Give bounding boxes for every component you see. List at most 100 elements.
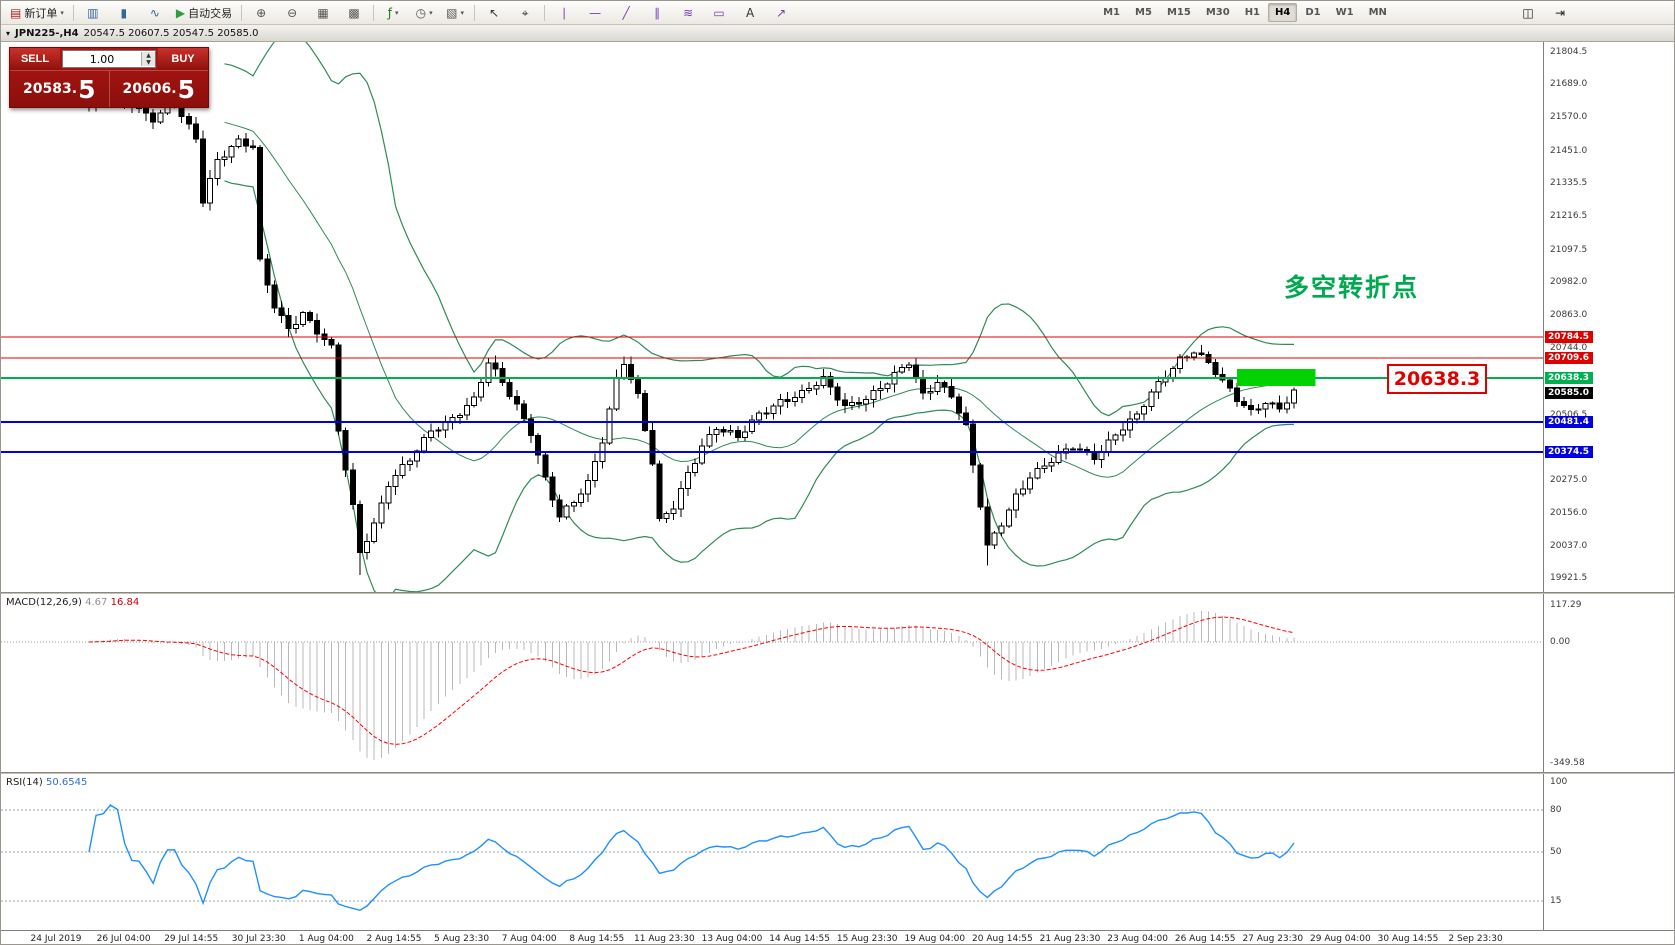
sell-price[interactable]: 20583. 5 bbox=[10, 71, 110, 107]
current-price-tag: 20585.0 bbox=[1545, 386, 1593, 400]
cursor-button-icon: ↖ bbox=[489, 5, 500, 20]
level-price-tag: 20374.5 bbox=[1545, 445, 1593, 459]
rsi-axis-label: 100 bbox=[1550, 777, 1568, 787]
timeframe-h4-button[interactable]: H4 bbox=[1268, 3, 1298, 22]
indicators-button-icon: ƒ bbox=[387, 5, 392, 20]
timeframe-d1-button[interactable]: D1 bbox=[1305, 7, 1321, 18]
zoom-in-button[interactable]: ⊕ bbox=[246, 2, 276, 24]
timeframe-m5-button[interactable]: M5 bbox=[1135, 7, 1152, 18]
shapes-button-icon: ▭ bbox=[713, 5, 725, 20]
chart-shift-button-icon: ◫ bbox=[1522, 5, 1534, 20]
new-order-button-label: 新订单 bbox=[24, 6, 58, 20]
vertical-line-button[interactable]: ∣ bbox=[549, 2, 579, 24]
new-order-button[interactable]: ▤ 新订单 ▾ bbox=[5, 2, 69, 24]
autotrading-button-icon: ▶ bbox=[175, 5, 186, 20]
level-price-tag: 20709.6 bbox=[1545, 352, 1593, 365]
rsi-panel[interactable]: RSI(14) 50.6545 100 80 50 15 bbox=[1, 774, 1674, 930]
shapes-button[interactable]: ▭ bbox=[704, 2, 734, 24]
autotrading-button[interactable]: ▶ 自动交易 bbox=[171, 2, 237, 24]
timeframe-m30-button[interactable]: M30 bbox=[1205, 7, 1230, 18]
macd-axis-label: 0.00 bbox=[1550, 637, 1571, 647]
timeframe-m15-button[interactable]: M15 bbox=[1166, 7, 1191, 18]
time-axis-label: 24 Jul 2019 bbox=[30, 934, 82, 944]
timeframe-m1-button[interactable]: M1 bbox=[1103, 7, 1121, 18]
toolbar-separator bbox=[544, 4, 546, 21]
cursor-button[interactable]: ↖ bbox=[479, 2, 509, 24]
crosshair-button[interactable]: ⌖ bbox=[510, 2, 540, 24]
chart-bars-icon-button[interactable]: ▥ bbox=[78, 2, 108, 24]
macd-main-value: 4.67 bbox=[85, 597, 108, 608]
price-chart-canvas[interactable] bbox=[1, 42, 1546, 592]
channel-button-icon: ∥ bbox=[654, 5, 661, 20]
chart-candles-icon-button-icon: ▮ bbox=[120, 5, 128, 20]
volume-down-button[interactable]: ▼ bbox=[142, 59, 155, 66]
chart-symbol-period: JPN225-,H4 bbox=[15, 27, 79, 39]
macd-axis-label: -349.58 bbox=[1550, 758, 1585, 768]
time-axis[interactable]: 24 Jul 2019 26 Jul 04:00 29 Jul 14:55 30 Ju… bbox=[1, 930, 1674, 944]
chart-candles-icon-button[interactable]: ▮ bbox=[109, 2, 139, 24]
price-axis[interactable]: 21804.5 21689.0 21570.0 21451.0 21335.5 21216… bbox=[1543, 42, 1674, 592]
timeframe-h1-button[interactable]: H1 bbox=[1244, 7, 1261, 18]
fibonacci-button[interactable]: ≋ bbox=[673, 2, 703, 24]
rsi-value: 50.6545 bbox=[45, 777, 88, 788]
toolbar-separator bbox=[241, 4, 243, 21]
toolbar-separator bbox=[474, 4, 476, 21]
macd-canvas[interactable] bbox=[1, 594, 1546, 772]
auto-scroll-button[interactable]: ⇥ bbox=[1545, 2, 1575, 24]
chart-shift-button[interactable]: ◫ bbox=[1513, 2, 1543, 24]
price-axis-label: 20156.0 bbox=[1550, 507, 1588, 518]
time-axis-label: 2 Aug 14:55 bbox=[366, 934, 422, 944]
time-axis-label: 15 Aug 23:30 bbox=[836, 934, 898, 944]
auto-scroll-button-icon: ⇥ bbox=[1554, 5, 1566, 20]
text-button[interactable]: A bbox=[735, 2, 765, 24]
indicators-button[interactable]: ƒ ▾ bbox=[378, 2, 408, 24]
time-axis-label: 2 Sep 23:30 bbox=[1448, 934, 1503, 944]
rsi-axis[interactable]: 100 80 50 15 bbox=[1543, 774, 1674, 930]
dropdown-caret-icon: ▾ bbox=[394, 8, 399, 17]
chart-menu-icon[interactable]: ▾ bbox=[6, 28, 11, 38]
periods-button[interactable]: ◷ ▾ bbox=[409, 2, 439, 24]
timeframe-w1-button[interactable]: W1 bbox=[1335, 7, 1354, 18]
zoom-out-button[interactable]: ⊖ bbox=[277, 2, 307, 24]
chart-window-titlebar[interactable]: ▾ JPN225-,H4 20547.5 20607.5 20547.5 205… bbox=[1, 25, 1674, 42]
price-axis-label: 21451.0 bbox=[1550, 145, 1588, 156]
templates-button[interactable]: ▧ ▾ bbox=[440, 2, 470, 24]
horizontal-line-button-icon: — bbox=[589, 5, 602, 20]
time-axis-label: 27 Aug 23:30 bbox=[1242, 934, 1304, 944]
price-axis-label: 21335.5 bbox=[1550, 178, 1588, 189]
autotrading-button-label: 自动交易 bbox=[188, 6, 233, 20]
chart-line-icon-button[interactable]: ∿ bbox=[140, 2, 170, 24]
sell-price-base: 20583. bbox=[23, 81, 78, 97]
rsi-axis-label: 50 bbox=[1550, 847, 1562, 857]
time-axis-label: 29 Jul 14:55 bbox=[164, 934, 219, 944]
price-chart-panel[interactable]: SELL ▲ ▼ BUY 20583. 5 20606. 5 bbox=[1, 42, 1674, 592]
rsi-name: RSI(14) bbox=[6, 777, 43, 788]
trendline-button[interactable]: ╱ bbox=[611, 2, 641, 24]
price-axis-label: 20744.0 bbox=[1550, 343, 1588, 354]
price-axis-label: 20863.0 bbox=[1550, 310, 1588, 321]
timeframe-mn-button[interactable]: MN bbox=[1368, 7, 1387, 18]
sell-price-big-digit: 5 bbox=[78, 74, 96, 104]
sell-button[interactable]: SELL bbox=[10, 48, 60, 70]
templates-button-icon: ▧ bbox=[446, 5, 458, 20]
arrows-button[interactable]: ↗ bbox=[766, 2, 796, 24]
channel-button[interactable]: ∥ bbox=[642, 2, 672, 24]
buy-button[interactable]: BUY bbox=[158, 48, 208, 70]
macd-signal-value: 16.84 bbox=[110, 597, 140, 608]
tile-windows-button[interactable]: ▦ bbox=[308, 2, 338, 24]
fibonacci-button-icon: ≋ bbox=[683, 5, 694, 20]
volume-input[interactable] bbox=[63, 51, 141, 67]
panel-splitter-rsi[interactable] bbox=[1, 772, 1674, 774]
buy-price[interactable]: 20606. 5 bbox=[110, 71, 209, 107]
macd-panel[interactable]: MACD(12,26,9) 4.67 16.84 117.29 0.00 -349.… bbox=[1, 594, 1674, 772]
cascade-windows-button[interactable]: ▩ bbox=[339, 2, 369, 24]
one-click-trading-panel: SELL ▲ ▼ BUY 20583. 5 20606. 5 bbox=[9, 47, 209, 108]
panel-splitter-macd[interactable] bbox=[1, 592, 1674, 594]
rsi-canvas[interactable] bbox=[1, 774, 1546, 930]
volume-up-button[interactable]: ▲ bbox=[142, 52, 155, 59]
cascade-windows-button-icon: ▩ bbox=[348, 5, 360, 20]
time-axis-label: 7 Aug 04:00 bbox=[501, 934, 557, 944]
macd-axis[interactable]: 117.29 0.00 -349.58 bbox=[1543, 594, 1674, 772]
horizontal-line-button[interactable]: — bbox=[580, 2, 610, 24]
